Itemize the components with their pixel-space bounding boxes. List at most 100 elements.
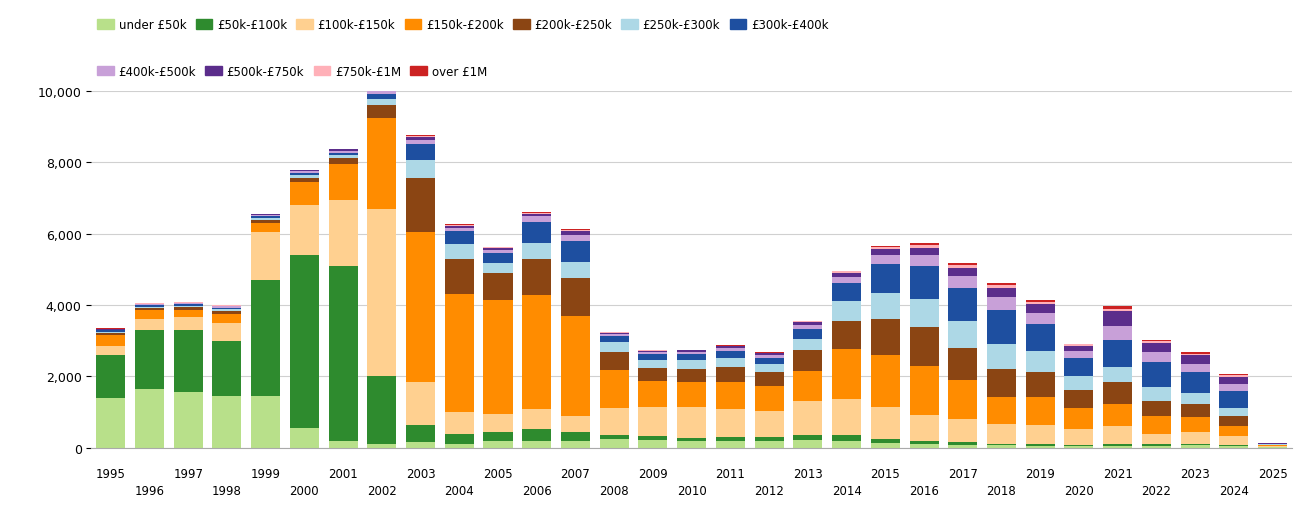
Bar <box>1181 393 1210 404</box>
Bar <box>290 178 318 182</box>
Bar <box>638 368 667 381</box>
Bar <box>600 439 629 448</box>
Bar <box>870 443 900 448</box>
Bar <box>754 364 783 373</box>
Text: 2003: 2003 <box>406 467 436 480</box>
Bar <box>910 299 938 327</box>
Bar <box>910 248 938 256</box>
Legend: £400k-£500k, £500k-£750k, £750k-£1M, over £1M: £400k-£500k, £500k-£750k, £750k-£1M, ove… <box>98 66 487 78</box>
Bar <box>987 344 1017 370</box>
Bar <box>483 253 513 263</box>
Bar <box>677 369 706 383</box>
Bar <box>600 408 629 435</box>
Bar <box>134 304 164 305</box>
Bar <box>987 444 1017 445</box>
Bar <box>716 438 745 441</box>
Bar <box>793 323 822 325</box>
Bar <box>910 266 938 299</box>
Text: 2009: 2009 <box>638 467 668 480</box>
Bar <box>638 436 667 440</box>
Bar <box>290 183 318 206</box>
Bar <box>251 216 281 217</box>
Bar <box>833 277 861 284</box>
Bar <box>367 91 397 92</box>
Bar <box>251 280 281 396</box>
Bar <box>638 440 667 448</box>
Bar <box>1219 377 1249 384</box>
Bar <box>1219 445 1249 446</box>
Bar <box>251 232 281 280</box>
Bar <box>1219 408 1249 416</box>
Bar <box>251 396 281 448</box>
Bar <box>213 312 241 314</box>
Bar <box>600 371 629 408</box>
Bar <box>367 209 397 377</box>
Text: 2008: 2008 <box>599 484 629 497</box>
Bar <box>833 321 861 350</box>
Bar <box>833 272 861 273</box>
Bar <box>949 288 977 322</box>
Bar <box>329 156 358 159</box>
Bar <box>561 441 590 448</box>
Bar <box>174 303 202 304</box>
Bar <box>445 229 474 232</box>
Bar <box>445 412 474 434</box>
Bar <box>1142 388 1171 401</box>
Bar <box>97 331 125 332</box>
Bar <box>483 441 513 448</box>
Bar <box>445 444 474 448</box>
Bar <box>174 393 202 448</box>
Bar <box>677 351 706 352</box>
Bar <box>1219 384 1249 391</box>
Bar <box>1065 408 1094 429</box>
Bar <box>561 279 590 316</box>
Bar <box>134 310 164 320</box>
Bar <box>1181 417 1210 432</box>
Bar <box>1181 444 1210 445</box>
Text: 2011: 2011 <box>715 467 745 480</box>
Bar <box>793 325 822 329</box>
Bar <box>174 310 202 318</box>
Bar <box>754 441 783 448</box>
Bar <box>483 273 513 300</box>
Text: 2018: 2018 <box>987 484 1017 497</box>
Text: 1995: 1995 <box>95 467 125 480</box>
Bar <box>1103 446 1133 448</box>
Text: 2019: 2019 <box>1026 467 1056 480</box>
Bar <box>1219 436 1249 445</box>
Bar <box>754 358 783 364</box>
Bar <box>949 266 977 269</box>
Bar <box>754 387 783 411</box>
Bar <box>251 217 281 219</box>
Bar <box>522 213 551 214</box>
Bar <box>987 297 1017 310</box>
Bar <box>483 250 513 253</box>
Bar <box>406 442 435 448</box>
Bar <box>97 346 125 355</box>
Bar <box>367 118 397 209</box>
Bar <box>1142 340 1171 342</box>
Text: 2004: 2004 <box>445 484 474 497</box>
Bar <box>367 377 397 444</box>
Bar <box>1181 373 1210 393</box>
Bar <box>483 432 513 441</box>
Bar <box>561 316 590 416</box>
Bar <box>1181 364 1210 373</box>
Bar <box>1219 446 1249 448</box>
Bar <box>677 352 706 355</box>
Text: 2000: 2000 <box>290 484 320 497</box>
Bar <box>522 217 551 223</box>
Bar <box>987 284 1017 286</box>
Bar <box>987 398 1017 424</box>
Bar <box>1026 305 1054 313</box>
Bar <box>406 161 435 179</box>
Bar <box>1026 302 1054 305</box>
Bar <box>754 353 783 355</box>
Bar <box>1142 434 1171 444</box>
Bar <box>833 301 861 321</box>
Bar <box>97 355 125 398</box>
Bar <box>445 232 474 245</box>
Bar <box>522 260 551 295</box>
Bar <box>1181 356 1210 364</box>
Text: 1999: 1999 <box>251 467 281 480</box>
